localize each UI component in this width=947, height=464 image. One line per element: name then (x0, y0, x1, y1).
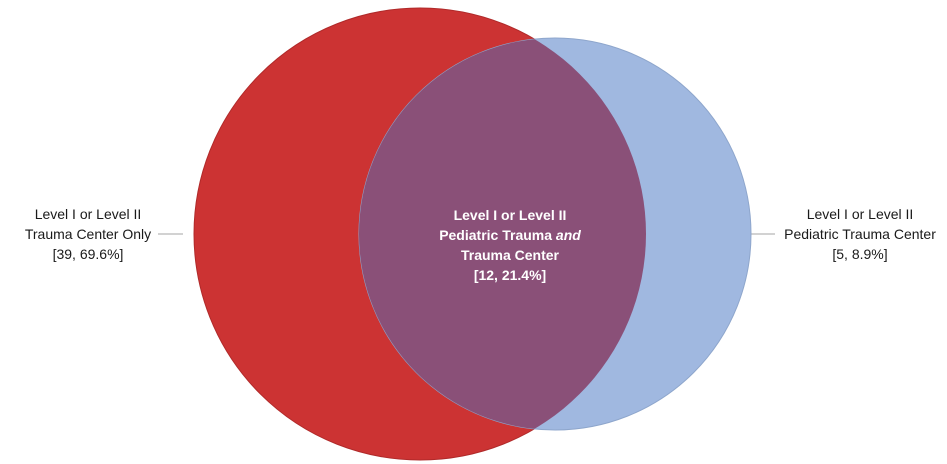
overlap-region (359, 38, 646, 430)
label-center-line4: [12, 21.4%] (473, 267, 547, 283)
label-right-line3: [5, 8.9%] (832, 246, 888, 262)
label-left-line1: Level I or Level II (34, 206, 142, 222)
label-center-line2: Pediatric Trauma and (400, 225, 620, 245)
label-overlap: Level I or Level II Pediatric Trauma and… (400, 205, 620, 285)
label-center-line2-italic: and (555, 227, 581, 243)
label-trauma-center-only: Level I or Level II Trauma Center Only [… (2, 204, 174, 264)
label-center-line3: Trauma Center (460, 247, 560, 263)
label-left-line3: [39, 69.6%] (52, 246, 124, 262)
label-right-line2: Pediatric Trauma Center (784, 226, 936, 242)
label-center-line2-main: Pediatric Trauma (439, 227, 556, 243)
label-left-line2: Trauma Center Only (24, 226, 152, 242)
label-center-line1: Level I or Level II (453, 207, 567, 223)
label-pediatric-trauma-center: Level I or Level II Pediatric Trauma Cen… (775, 204, 945, 264)
label-right-line1: Level I or Level II (806, 206, 914, 222)
